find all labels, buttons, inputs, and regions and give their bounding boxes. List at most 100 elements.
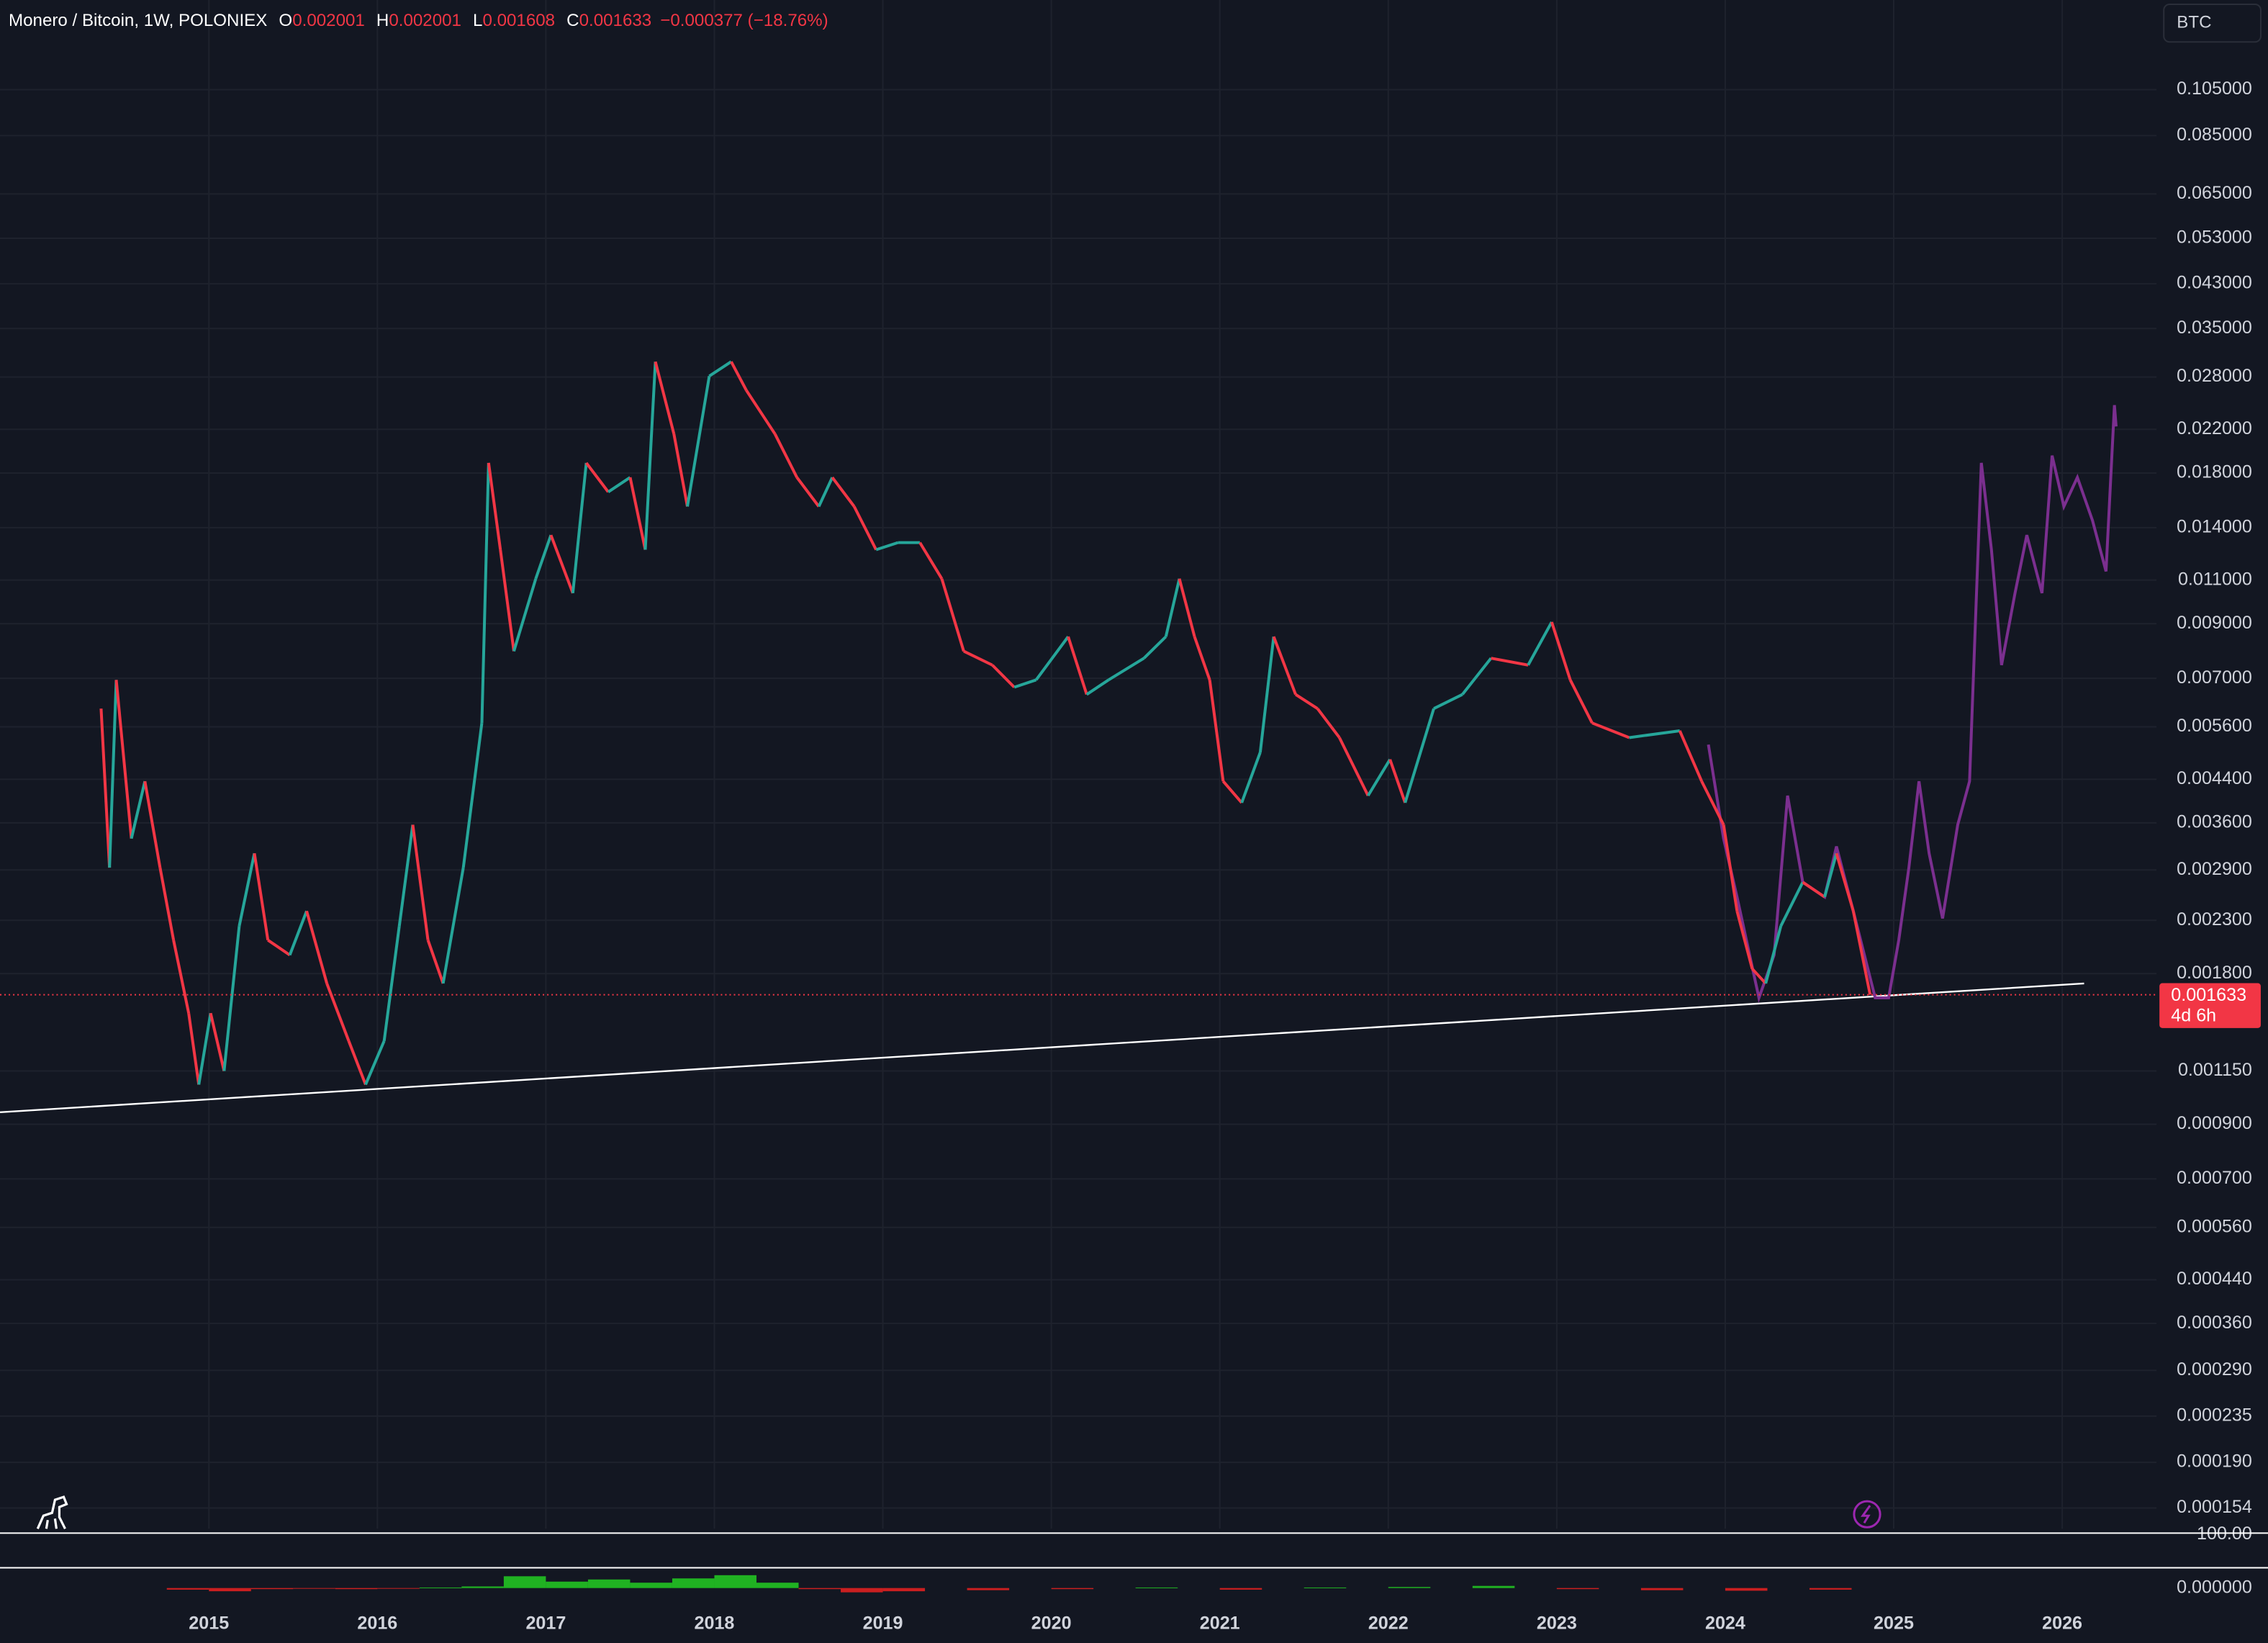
price-segment [1388, 759, 1407, 804]
indicator-bar [1219, 1588, 1262, 1590]
price-segment [397, 824, 415, 927]
price-segment [130, 780, 147, 839]
indicator-bar [377, 1588, 420, 1589]
price-segment [461, 722, 484, 868]
price-segment [708, 360, 732, 377]
price-segment [1034, 636, 1070, 681]
price-segment [1550, 621, 1572, 680]
price-segment [143, 780, 162, 868]
y-tick-label: 0.043000 [2177, 273, 2252, 293]
price-segment [654, 361, 676, 435]
price-segment [628, 477, 647, 550]
price-segment [1764, 925, 1783, 984]
y-tick-label: 0.022000 [2177, 418, 2252, 438]
price-segment [1108, 657, 1145, 682]
x-tick-label: 2019 [863, 1613, 903, 1634]
price-segment [1700, 780, 1725, 826]
indicator-bar [461, 1586, 504, 1588]
price-segment [1750, 968, 1767, 985]
price-segment [238, 852, 256, 927]
y-tick-label: 0.011000 [2178, 569, 2252, 589]
price-segment [253, 852, 270, 940]
price-segment [1164, 578, 1181, 637]
price-segment [209, 1012, 226, 1071]
price-segment [672, 433, 690, 507]
y-tick-label: 0.000360 [2177, 1313, 2252, 1333]
price-segment [267, 939, 291, 957]
price-segment [1433, 693, 1463, 711]
indicator-bar [714, 1575, 756, 1588]
price-segment [158, 867, 176, 941]
price-segment [607, 476, 631, 493]
price-segment [991, 664, 1016, 688]
y-tick-label: 0.000154 [2177, 1497, 2252, 1517]
ohlc-value: 0.001608 [482, 12, 555, 31]
logo [36, 1495, 68, 1530]
price-segment [1294, 693, 1319, 710]
indicator-bar [293, 1588, 335, 1589]
x-tick-label: 2015 [189, 1613, 229, 1634]
x-tick-label: 2016 [357, 1613, 397, 1634]
price-segment [99, 708, 112, 868]
y-tick-label: 0.105000 [2177, 78, 2252, 99]
indicator-bar [798, 1588, 841, 1590]
price-segment [1404, 708, 1435, 804]
lightning-icon[interactable] [1853, 1500, 1881, 1529]
y-tick-label: 0.000235 [2177, 1405, 2252, 1426]
price-segment [426, 940, 445, 984]
indicator-bar [1640, 1588, 1684, 1590]
x-tick-label: 2022 [1368, 1613, 1409, 1634]
indicator-bar [587, 1579, 631, 1588]
price-segment [1208, 680, 1225, 782]
ohlc-key: H [376, 12, 389, 31]
ohlc-value: 0.001633 [579, 12, 652, 31]
y-tick-label: 0.018000 [2177, 462, 2252, 482]
y-tick-label: 0.085000 [2177, 125, 2252, 145]
price-segment [1823, 852, 1838, 898]
price-segment [441, 867, 465, 984]
y-tick-label: 0.001150 [2178, 1060, 2252, 1080]
indicator-bar [1388, 1587, 1431, 1588]
indicator-bar [672, 1578, 715, 1588]
currency-button[interactable]: BTC [2163, 4, 2262, 43]
indicator-bar [1556, 1588, 1599, 1590]
y-tick-label: 0.000190 [2177, 1451, 2252, 1472]
y-tick-label: 0.003600 [2177, 812, 2252, 832]
price-segment [487, 462, 502, 550]
price-segment [549, 534, 574, 594]
price-segment [686, 375, 711, 507]
header: Monero / Bitcoin, 1W, POLONIEX O0.002001 H… [9, 12, 828, 31]
countdown-label: 4d 6h [2171, 1005, 2216, 1025]
x-tick-label: 2020 [1031, 1613, 1072, 1634]
price-segment [918, 541, 944, 580]
price-segment [382, 925, 401, 1042]
indicator-bar [166, 1588, 209, 1590]
price-segment [1851, 910, 1872, 996]
price-segment [1221, 780, 1243, 804]
price-segment [480, 462, 490, 724]
price-segment [512, 578, 538, 652]
price-segment [730, 361, 748, 392]
price-segment [745, 390, 777, 435]
y-tick-label: 0.000900 [2177, 1113, 2252, 1133]
price-segment [1779, 881, 1804, 927]
price-segment [643, 361, 657, 550]
y-tick-label: 0.035000 [2177, 318, 2252, 338]
x-tick-label: 2021 [1200, 1613, 1240, 1634]
ohlc-key: L [473, 12, 482, 31]
price-segment [875, 541, 899, 552]
x-tick-label: 2017 [525, 1613, 566, 1634]
price-segment [1067, 636, 1088, 696]
y-tick-label: 0.000290 [2177, 1359, 2252, 1379]
ohlc-value: 0.002001 [292, 12, 365, 31]
price-segment [1258, 636, 1275, 753]
y-tick-label: 0.000560 [2177, 1216, 2252, 1236]
y-tick-label: 0.014000 [2177, 517, 2252, 537]
price-segment [534, 534, 553, 580]
price-segment [1316, 707, 1341, 739]
price-segment [1735, 910, 1754, 970]
indicator-bar [1472, 1585, 1515, 1588]
